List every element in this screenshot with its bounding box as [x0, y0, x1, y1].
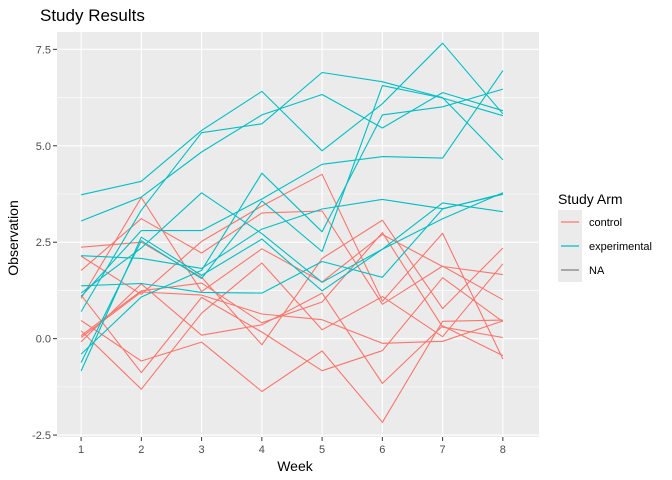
y-tick-label: 0.0	[36, 334, 51, 346]
series-line-experimental-16	[80, 42, 504, 196]
series-line-control-5	[80, 319, 503, 423]
series-line-control-2	[80, 277, 504, 374]
x-tick-label: 1	[78, 444, 84, 456]
series-line-control-1	[80, 262, 504, 390]
x-tick-label: 8	[500, 444, 506, 456]
series-line-experimental-15	[80, 71, 504, 312]
x-tick-label: 3	[199, 444, 205, 456]
series-line-experimental-17	[80, 192, 503, 294]
legend-label-control: control	[589, 217, 622, 229]
x-tick-label: 7	[440, 444, 446, 456]
x-tick-label: 6	[379, 444, 385, 456]
series-line-experimental-18	[81, 193, 504, 294]
series-line-control-9	[80, 232, 503, 339]
series-layer	[80, 42, 504, 423]
series-line-experimental-20	[80, 70, 504, 297]
x-tick-label: 5	[319, 444, 325, 456]
legend-label-experimental: experimental	[589, 241, 652, 253]
series-line-experimental-12	[80, 192, 504, 372]
chart-title: Study Results	[40, 6, 145, 25]
y-tick-label: 5.0	[36, 141, 51, 153]
x-tick-label: 2	[138, 444, 144, 456]
series-line-control-6	[81, 219, 504, 346]
series-line-experimental-14	[80, 85, 504, 363]
legend: Study Arm control experimental NA	[558, 191, 652, 282]
y-axis-title: Observation	[5, 200, 21, 275]
grid-minor	[57, 97, 539, 388]
y-axis: -2.5 0.0 2.5 5.0 7.5	[32, 44, 57, 442]
y-tick-label: 7.5	[36, 44, 51, 56]
series-line-experimental-19	[80, 88, 504, 355]
x-axis-title: Week	[277, 458, 314, 474]
series-line-control-3	[80, 210, 504, 305]
legend-title: Study Arm	[558, 191, 623, 207]
series-line-experimental-11	[80, 92, 504, 222]
y-tick-label: 2.5	[36, 237, 51, 249]
x-axis: 1 2 3 4 5 6 7 8	[78, 437, 506, 456]
legend-label-NA: NA	[589, 265, 605, 277]
x-tick-label: 4	[259, 444, 265, 456]
y-tick-label: -2.5	[32, 430, 51, 442]
series-line-experimental-13	[81, 193, 504, 269]
